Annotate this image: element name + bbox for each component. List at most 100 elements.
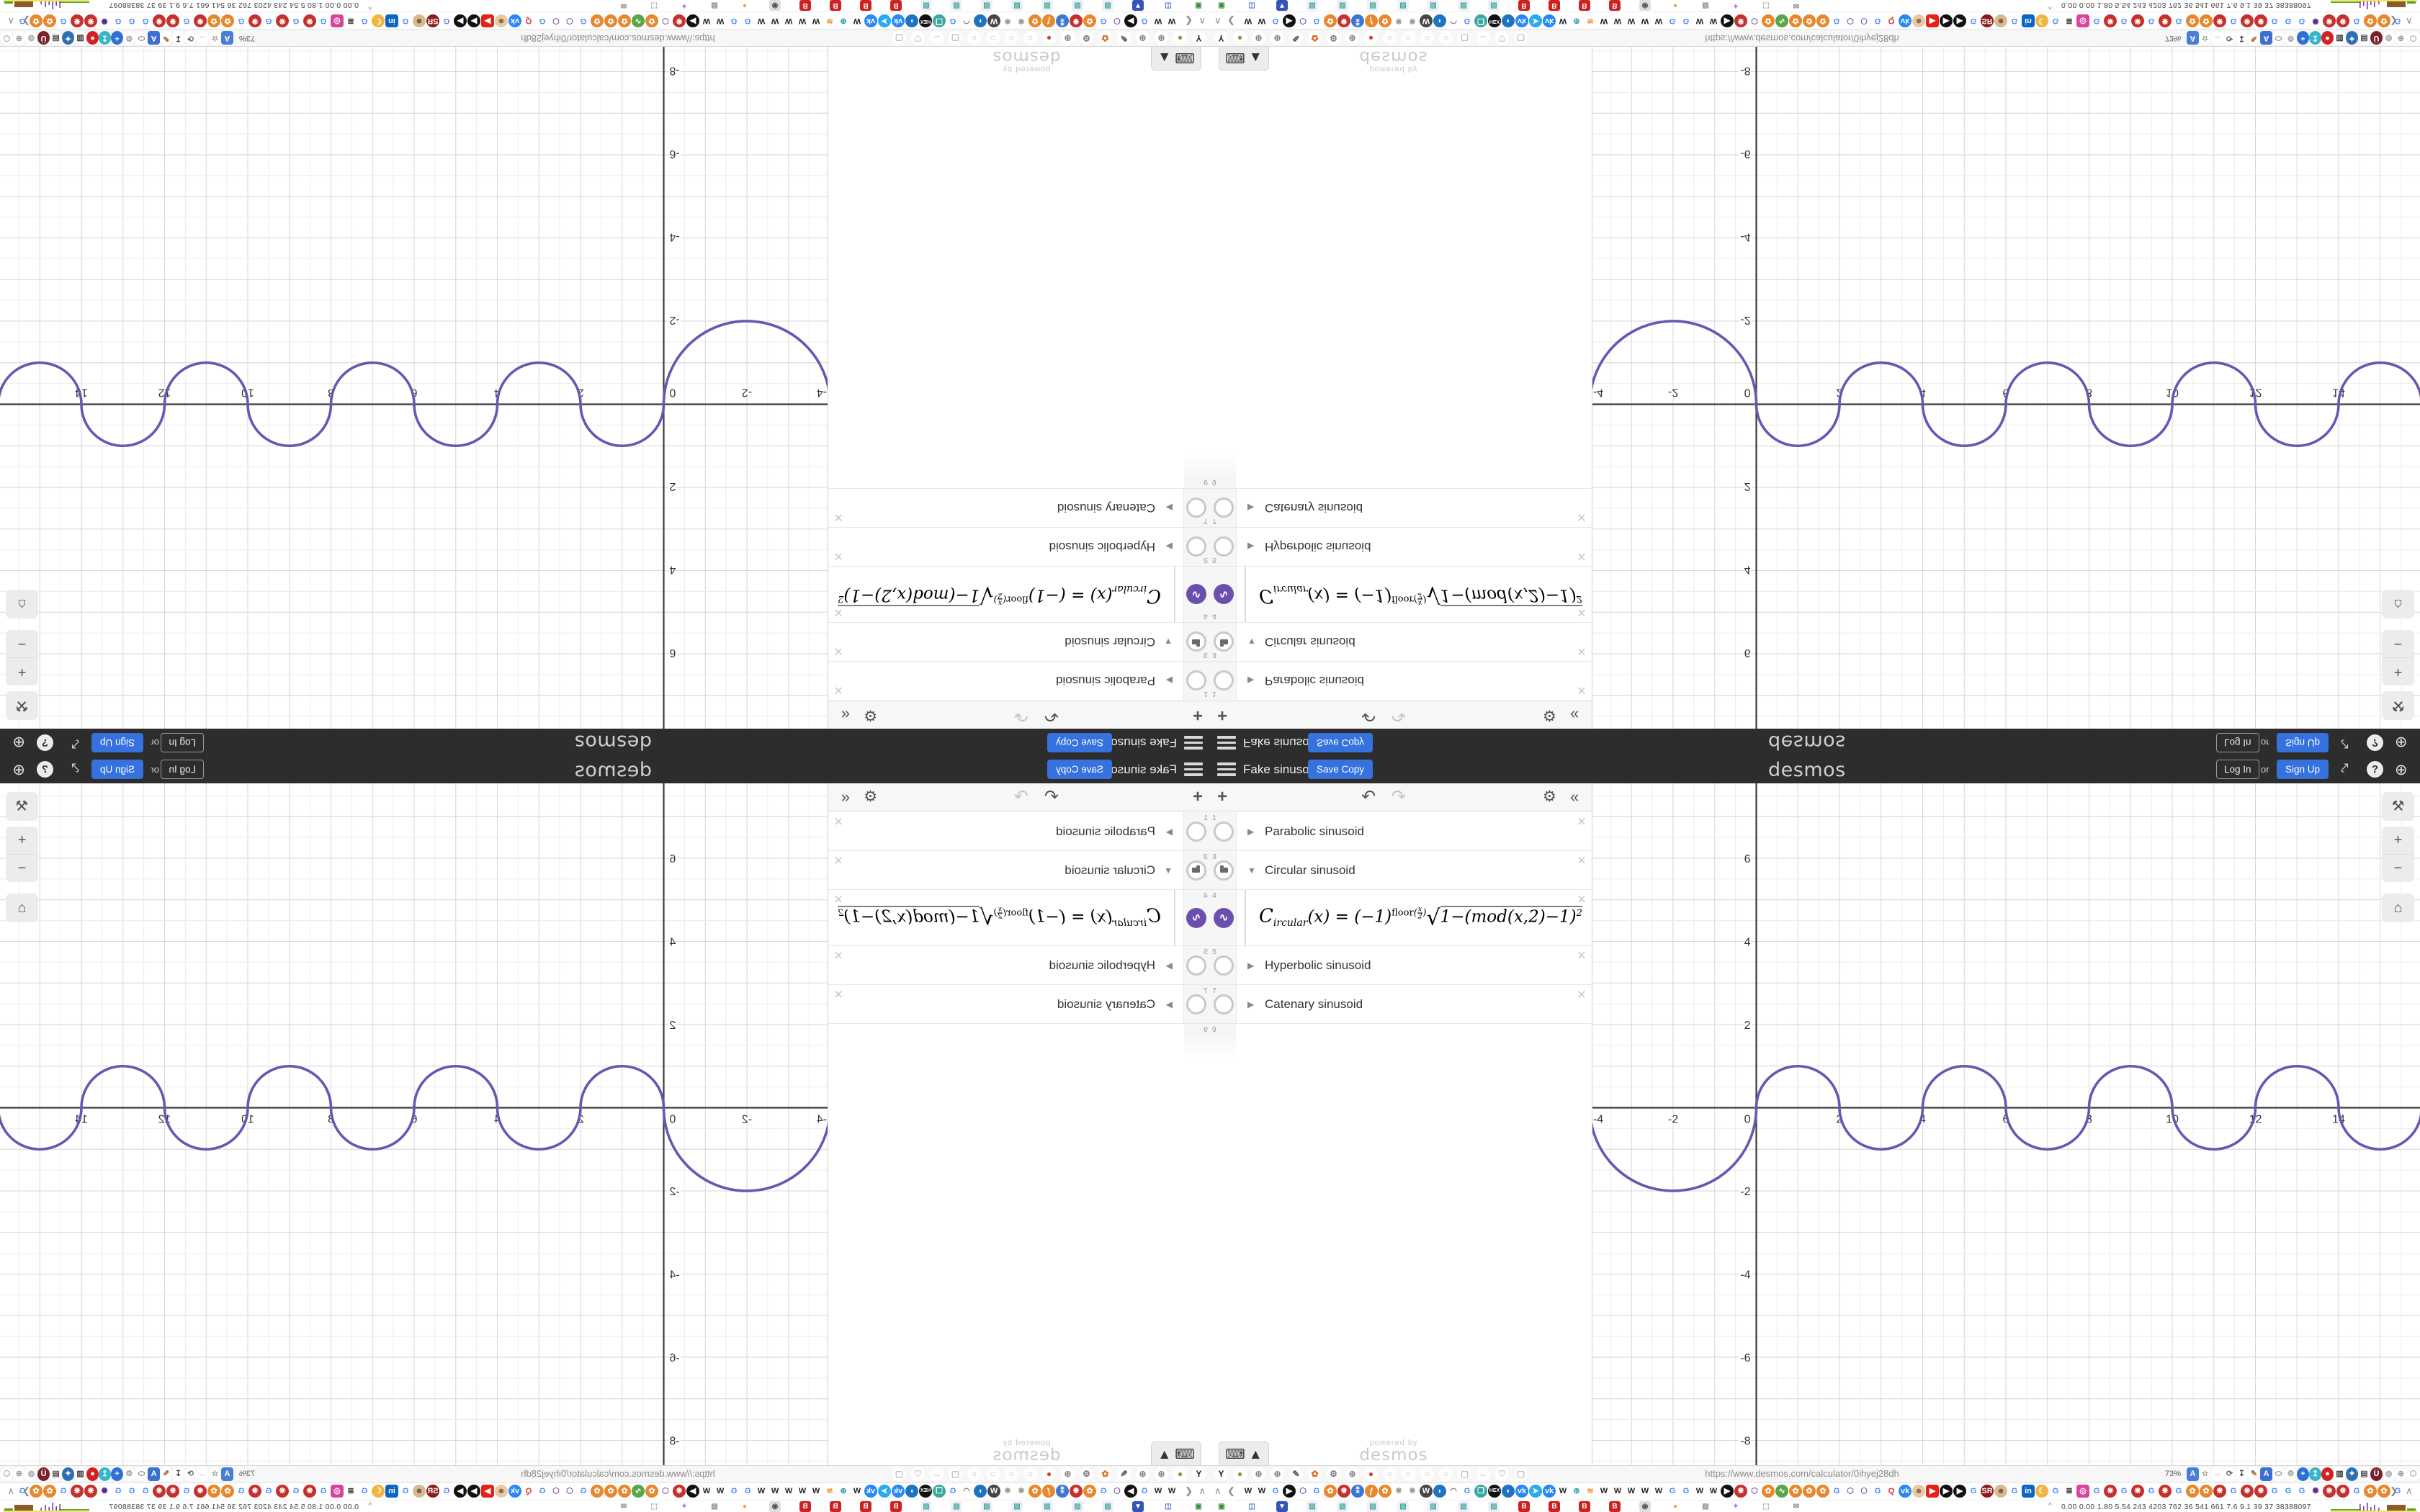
icon-∿[interactable]: ∿ [1775,1485,1788,1498]
expression-row-formula[interactable]: 4 ∿ Circular(x) = (−1)floor(x 2)√1−(mod(x… [828,566,1210,622]
icon-◍[interactable]: ◍ [2383,1467,2395,1481]
icon-vk[interactable]: vk [1543,14,1556,27]
icon-▼[interactable]: ▼ [1132,1501,1144,1512]
expression-row-empty[interactable]: 9 [1210,454,1592,488]
icon-⁑[interactable]: ⁑ [1056,14,1069,27]
icon-▶[interactable]: ▶ [481,14,494,27]
share-icon[interactable]: ⤤ [2341,736,2349,751]
icon-W[interactable]: W [1652,14,1665,27]
icon-Y[interactable]: Y [1214,31,1228,45]
graph-settings-wrench-icon[interactable]: ⚒ [2382,792,2414,821]
icon-W[interactable]: W [796,14,809,27]
help-icon[interactable]: ? [2367,734,2383,751]
folder-label[interactable]: Parabolic sinusoid [1265,674,1364,688]
curve-visibility-icon[interactable]: ∿ [1214,584,1234,605]
list-settings-gear-icon[interactable]: ⚙ [864,788,877,805]
icon-☻[interactable]: ☻ [1912,14,1925,27]
icon-☾[interactable]: ☾ [372,1485,385,1498]
icon-G[interactable]: G [1310,14,1323,27]
folder-visibility-circle[interactable] [1186,821,1206,842]
icon-G[interactable]: G [1461,1485,1474,1498]
expression-row-parabolic[interactable]: 1 ▶ Parabolic sinusoid × [1210,812,1592,851]
icon-▤[interactable]: ▤ [1102,1501,1113,1512]
icon-G[interactable]: G [1461,14,1474,27]
expression-row-hyperbolic[interactable]: 5 ▶ Hyperbolic sinusoid × [828,527,1210,566]
icon-❋[interactable]: ❋ [1734,1485,1747,1498]
icon-✿[interactable]: ✿ [591,14,604,27]
folder-label[interactable]: Catenary sinusoid [1057,996,1155,1011]
icon-✿[interactable]: ✿ [618,1485,631,1498]
icon-W[interactable]: W [1242,1485,1255,1498]
icon-G[interactable]: G [1680,14,1693,27]
icon-⊕[interactable]: ⊕ [1061,31,1075,45]
icon-ƒ[interactable]: ƒ [1365,14,1378,27]
icon-▤[interactable]: ▤ [1458,1501,1469,1512]
icon-▤[interactable]: ▤ [920,0,932,11]
folder-collapsed-arrow-icon[interactable]: ▶ [1165,675,1173,686]
icon-G[interactable]: G [57,1485,70,1498]
folder-label[interactable]: Circular sinusoid [1065,863,1155,877]
icon-W[interactable]: W [755,1485,768,1498]
icon-❐[interactable]: ❐ [933,1485,946,1498]
icon-❐[interactable]: ❐ [1474,1485,1487,1498]
extension-icons-right[interactable]: A☆→⟳↧✎A⬭⚙+↥●▥✦▤Ü◍⊕⬡⚒⚙≡ [2187,1467,2420,1481]
icon-G[interactable]: G [1967,1485,1980,1498]
icon-⬭[interactable]: ⬭ [135,1467,148,1481]
curve-visibility-icon[interactable]: ∿ [1214,907,1234,928]
icon-G[interactable]: G [741,14,754,27]
icon-○[interactable]: ○ [1402,31,1415,45]
icon-B[interactable]: B [1579,0,1590,11]
icon-W[interactable]: W [1625,1485,1638,1498]
icon-G[interactable]: G [2282,1485,2295,1498]
tab-scroll-left-icon[interactable]: ❮ [1185,16,1193,27]
main-menu-icon[interactable] [1217,762,1236,777]
icon-▤[interactable]: ▤ [1700,1501,1711,1512]
help-icon[interactable]: ? [37,761,53,778]
formula-circular-sinusoid[interactable]: Circular(x) = (−1)floor(x 2)√1−(mod(x,2)−… [1259,905,1582,930]
icon-▶[interactable]: ▶ [1953,14,1966,27]
icon-W[interactable]: W [782,1485,795,1498]
icon-✎[interactable]: ✎ [1117,31,1131,45]
icon-▥[interactable]: ▥ [74,31,86,45]
icon-◫[interactable]: ◫ [1246,0,1258,11]
graph-area[interactable]: -4 -2 2 4 6 8 10 12 14 6 4 2 -2 -4 -6 -8 0 ⚒ + − ⌂ [0,47,828,729]
icon-❋[interactable]: ❋ [2213,1485,2226,1498]
icon-W[interactable]: W [1707,1485,1720,1498]
desmos-logo[interactable]: desmos [574,759,652,781]
icon-G[interactable]: G [290,14,302,27]
curve-visibility-icon[interactable]: ∿ [1186,584,1206,605]
icon-G[interactable]: G [2172,14,2185,27]
icon-Q[interactable]: Q [522,14,535,27]
icon-✿[interactable]: ✿ [1324,1485,1337,1498]
icon-✦[interactable]: ✦ [62,31,74,45]
icon-●[interactable]: ● [1042,1467,1056,1481]
address-bar-url[interactable]: https://www.desmos.com/calculator/0ihyej… [1705,1468,1899,1479]
icon-✺[interactable]: ✺ [2309,14,2322,27]
log-in-button[interactable]: Log In [2216,760,2259,779]
icon-●[interactable]: ● [86,1467,99,1481]
icon-✉[interactable]: ✉ [1791,1501,1802,1512]
icon-+[interactable]: + [2297,1467,2309,1481]
icon-◍[interactable]: ◍ [2383,31,2395,45]
icon-vk[interactable]: vk [892,14,905,27]
icon-▢[interactable]: ▢ [892,1467,906,1481]
icon-⊕[interactable]: ⊕ [1570,14,1583,27]
folder-visibility-circle[interactable] [1214,536,1234,557]
icon-⬡[interactable]: ⬡ [550,14,563,27]
icon-G[interactable]: G [2268,14,2281,27]
zoom-out-button[interactable]: − [2382,855,2414,882]
icon-▶[interactable]: ▶ [467,14,480,27]
icon-W[interactable]: W [1693,1485,1706,1498]
icon-B[interactable]: B [1549,0,1560,11]
icon-✎[interactable]: ✎ [2248,31,2260,45]
share-icon[interactable]: ⤤ [71,736,79,751]
icon-✦[interactable]: ✦ [1730,1501,1742,1512]
folder-collapsed-arrow-icon[interactable]: ▶ [1247,826,1255,837]
icon-⬡[interactable]: ⬡ [1748,14,1761,27]
icon-▶[interactable]: ▶ [686,1485,699,1498]
icon-G[interactable]: G [358,1485,371,1498]
icon-↥[interactable]: ↥ [2309,31,2321,45]
icon-∿[interactable]: ∿ [632,14,645,27]
icon-G[interactable]: G [112,1485,125,1498]
